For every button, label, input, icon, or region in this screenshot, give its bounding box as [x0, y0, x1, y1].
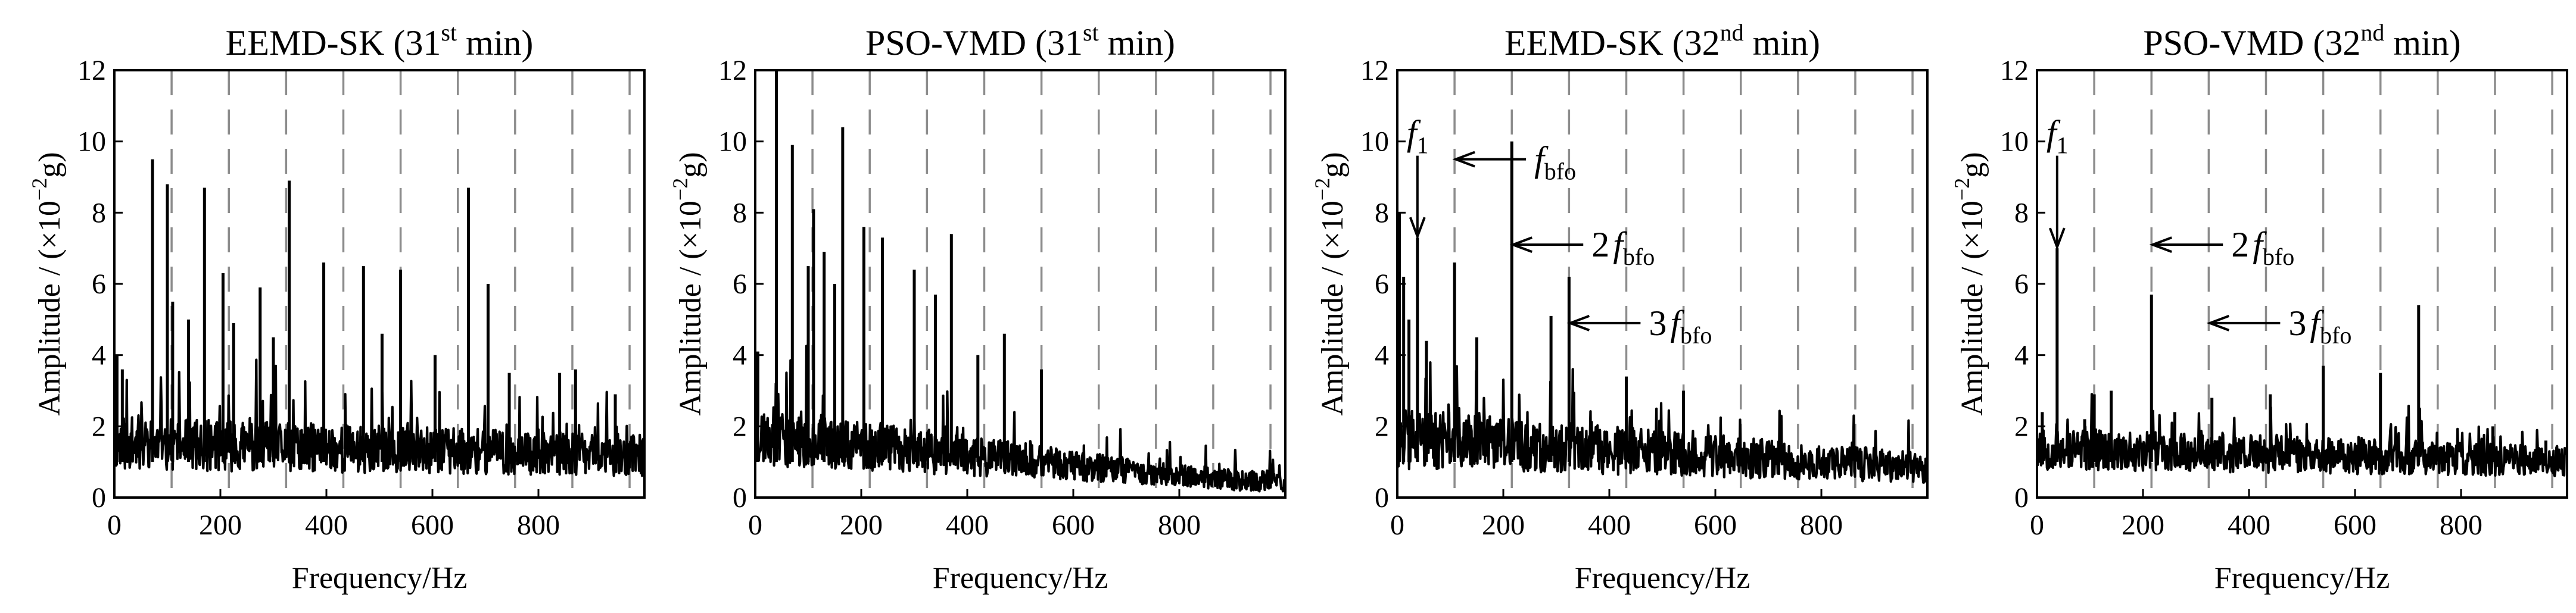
y-tick-label: 8: [2014, 197, 2029, 229]
annotation-2fbfo: 2 fbfo: [2149, 225, 2294, 270]
x-axis-label: Frequency/Hz: [933, 561, 1108, 595]
x-tick-label: 400: [946, 509, 989, 541]
chart-title: EEMD-SK (32nd min): [1505, 19, 1820, 62]
y-tick-label: 10: [1360, 126, 1389, 158]
annotation-label: f1: [2047, 114, 2069, 159]
x-tick-label: 400: [2228, 509, 2270, 541]
annotation-3fbfo: 3 fbfo: [2206, 304, 2351, 349]
x-tick-label: 200: [840, 509, 883, 541]
y-tick-label: 12: [1360, 55, 1389, 86]
x-tick-label: 600: [411, 509, 454, 541]
annotation-label: 2 fbfo: [1591, 225, 1655, 270]
y-tick-label: 8: [1375, 197, 1389, 229]
y-tick-label: 12: [718, 55, 747, 86]
y-tick-label: 10: [718, 126, 747, 158]
x-tick-label: 200: [2122, 509, 2164, 541]
y-tick-label: 10: [77, 126, 106, 158]
y-tick-label: 4: [2014, 340, 2029, 371]
annotation-2fbfo: 2 fbfo: [1509, 225, 1655, 270]
chart-title: PSO-VMD (32nd min): [2143, 19, 2460, 62]
y-tick-label: 0: [733, 482, 747, 514]
x-tick-label: 800: [1800, 509, 1843, 541]
x-tick-label: 600: [2334, 509, 2376, 541]
annotation-arrowhead: [2048, 227, 2066, 251]
annotation-label: f1: [1407, 114, 1429, 159]
y-tick-label: 4: [92, 340, 106, 371]
x-axis-label: Frequency/Hz: [2214, 561, 2390, 595]
y-tick-label: 6: [2014, 268, 2029, 300]
y-tick-label: 8: [92, 197, 106, 229]
spectrum-line: [2035, 393, 2569, 477]
y-axis-label: Amplitude / (×10−2g): [1950, 152, 1989, 415]
spectrum-line: [113, 358, 646, 477]
y-axis-label: Amplitude / (×10−2g): [1310, 152, 1350, 415]
annotation-arrowhead: [1566, 314, 1590, 331]
x-axis-label: Frequency/Hz: [1575, 561, 1750, 595]
chart-panel-4: PSO-VMD (32nd min) 0 2 4 6 8 10 12 0 200 400 600 800…: [1950, 19, 2569, 595]
x-tick-label: 200: [199, 509, 242, 541]
y-tick-label: 6: [1375, 268, 1389, 300]
x-tick-label: 400: [305, 509, 348, 541]
annotation-f1: f1: [2047, 114, 2069, 251]
annotation-label: 3 fbfo: [1649, 304, 1712, 349]
x-tick-label: 600: [1052, 509, 1095, 541]
spectrum-line: [1396, 361, 1929, 484]
annotation-3fbfo: 3 fbfo: [1566, 304, 1712, 349]
y-tick-label: 2: [2014, 411, 2029, 442]
annotation-label: 2 fbfo: [2231, 225, 2294, 270]
x-tick-label: 0: [1390, 509, 1404, 541]
x-tick-label: 0: [748, 509, 762, 541]
y-axis-label: Amplitude / (×10−2g): [668, 152, 708, 415]
y-tick-label: 0: [1375, 482, 1389, 514]
x-tick-label: 600: [1694, 509, 1737, 541]
y-tick-label: 0: [92, 482, 106, 514]
y-axis-label: Amplitude / (×10−2g): [27, 152, 67, 415]
y-tick-label: 6: [92, 268, 106, 300]
annotation-arrowhead: [1509, 236, 1532, 254]
x-tick-label: 0: [2030, 509, 2044, 541]
annotation-arrowhead: [1452, 151, 1475, 168]
annotation-arrowhead: [1409, 217, 1426, 240]
y-tick-label: 2: [92, 411, 106, 442]
x-tick-label: 800: [1158, 509, 1201, 541]
annotation-label: fbfo: [1534, 140, 1576, 185]
y-tick-label: 4: [733, 340, 747, 371]
annotation-fbfo: fbfo: [1452, 140, 1576, 185]
x-axis-label: Frequency/Hz: [292, 561, 468, 595]
y-tick-label: 4: [1375, 340, 1389, 371]
y-tick-label: 0: [2014, 482, 2029, 514]
annotation-arrowhead: [2149, 236, 2172, 254]
x-tick-label: 0: [107, 509, 122, 541]
y-tick-label: 6: [733, 268, 747, 300]
y-tick-label: 2: [1375, 411, 1389, 442]
chart-title: EEMD-SK (31st min): [226, 19, 534, 62]
chart-panel-2: PSO-VMD (31st min) 0 2 4 6 8 10 12 0 200 400 600 800…: [668, 19, 1287, 595]
y-tick-label: 8: [733, 197, 747, 229]
chart-title: PSO-VMD (31st min): [865, 19, 1175, 62]
annotation-f1: f1: [1407, 114, 1429, 240]
chart-panel-1: EEMD-SK (31st min) 0 2 4 6 8 10 12 0 200 400 600 800…: [27, 19, 646, 595]
annotation-arrowhead: [2206, 314, 2230, 331]
x-tick-label: 400: [1588, 509, 1631, 541]
y-tick-label: 2: [733, 411, 747, 442]
annotation-label: 3 fbfo: [2288, 304, 2351, 349]
x-tick-label: 200: [1482, 509, 1525, 541]
y-tick-label: 12: [2000, 55, 2029, 86]
y-tick-label: 10: [2000, 126, 2029, 158]
x-tick-label: 800: [517, 509, 560, 541]
x-tick-label: 800: [2440, 509, 2482, 541]
y-tick-label: 12: [77, 55, 106, 86]
chart-panel-3: EEMD-SK (32nd min) 0 2 4 6 8 10 12 0 200 400 600 800…: [1310, 19, 1929, 595]
